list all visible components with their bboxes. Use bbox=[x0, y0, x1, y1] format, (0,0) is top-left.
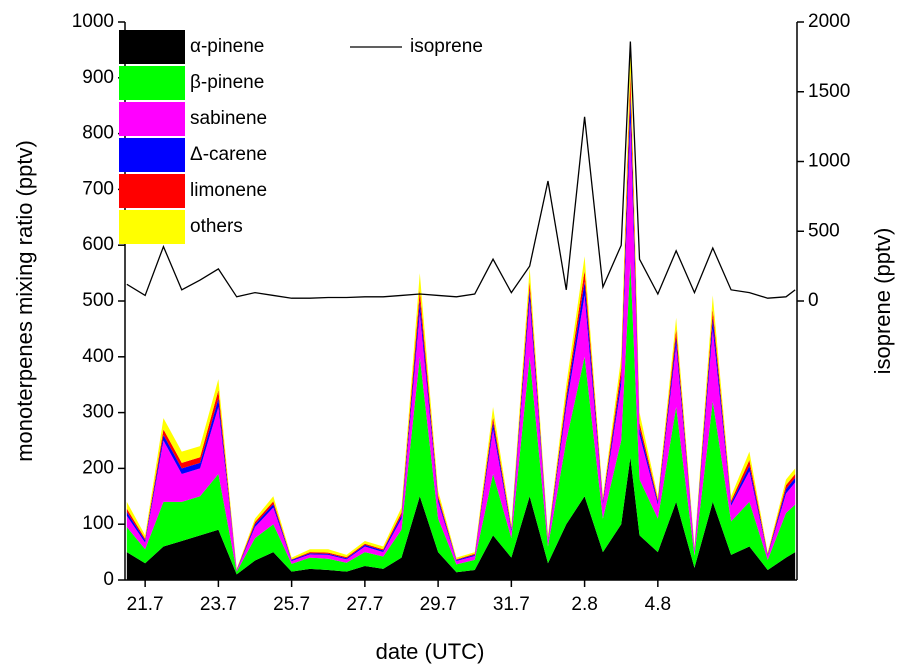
y-tick-label: 700 bbox=[82, 178, 114, 199]
y-axis-title: monoterpenes mixing ratio (pptv) bbox=[12, 140, 37, 462]
y2-tick-label: 2000 bbox=[808, 11, 850, 32]
legend-label: β-pinene bbox=[190, 72, 264, 93]
legend-label: α-pinene bbox=[190, 36, 264, 57]
x-tick-label: 2.8 bbox=[571, 594, 597, 615]
y2-axis-title: isoprene (pptv) bbox=[870, 228, 895, 375]
y-tick-label: 500 bbox=[82, 290, 114, 311]
x-tick-label: 25.7 bbox=[273, 594, 310, 615]
y-tick-label: 300 bbox=[82, 402, 114, 423]
y-tick-label: 100 bbox=[82, 513, 114, 534]
y-tick-label: 0 bbox=[103, 569, 114, 590]
legend-swatch bbox=[119, 102, 185, 136]
line bbox=[126, 41, 796, 299]
x-tick-label: 23.7 bbox=[200, 594, 237, 615]
area bbox=[126, 122, 796, 572]
legend-swatch bbox=[119, 174, 185, 208]
legend-label: others bbox=[190, 216, 243, 237]
y2-tick-label: 0 bbox=[808, 290, 819, 311]
legend-label: limonene bbox=[190, 180, 267, 201]
y-tick-label: 1000 bbox=[72, 11, 114, 32]
y2-tick-label: 1500 bbox=[808, 81, 850, 102]
legend-swatch bbox=[119, 138, 185, 172]
y2-tick-label: 1000 bbox=[808, 151, 850, 172]
x-tick-label: 21.7 bbox=[127, 594, 164, 615]
x-tick-label: 27.7 bbox=[346, 594, 383, 615]
legend-swatch bbox=[119, 30, 185, 64]
y2-tick-label: 500 bbox=[808, 220, 840, 241]
y-tick-label: 900 bbox=[82, 67, 114, 88]
y-tick-label: 400 bbox=[82, 346, 114, 367]
legend-label: Δ-carene bbox=[190, 144, 267, 165]
legend-swatch bbox=[119, 210, 185, 244]
legend-label: sabinene bbox=[190, 108, 267, 129]
y-tick-label: 800 bbox=[82, 123, 114, 144]
legend-label: isoprene bbox=[410, 36, 483, 57]
y-tick-label: 200 bbox=[82, 457, 114, 478]
y-tick-label: 600 bbox=[82, 234, 114, 255]
area bbox=[126, 457, 796, 580]
area bbox=[126, 261, 796, 575]
x-tick-label: 4.8 bbox=[645, 594, 671, 615]
x-axis-title: date (UTC) bbox=[376, 639, 485, 664]
legend-swatch bbox=[119, 66, 185, 100]
x-tick-label: 29.7 bbox=[420, 594, 457, 615]
x-tick-label: 31.7 bbox=[493, 594, 530, 615]
